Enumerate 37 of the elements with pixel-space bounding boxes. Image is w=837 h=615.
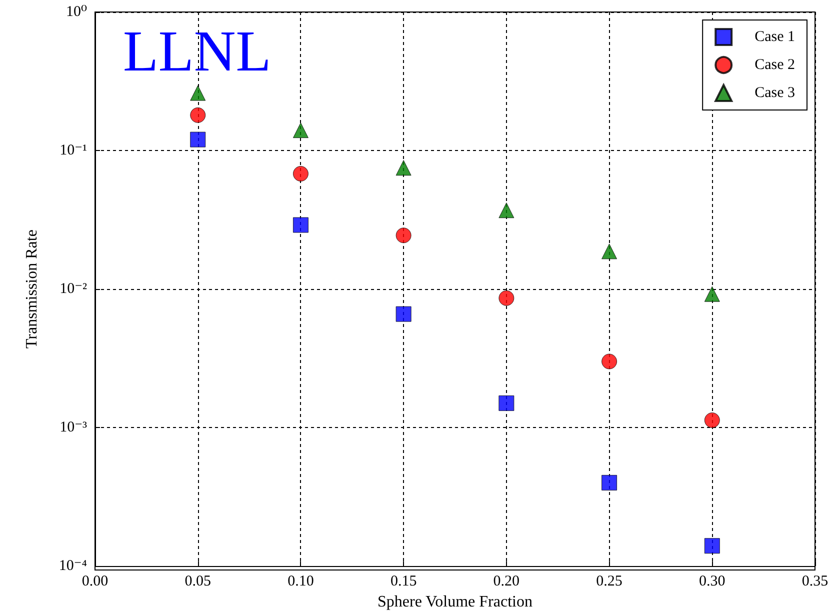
point (396, 228, 412, 244)
point (292, 217, 308, 233)
point (704, 286, 720, 302)
point (396, 160, 412, 176)
point (190, 132, 206, 148)
y-tick-label: 10⁻¹ (60, 142, 87, 159)
x-tick-label: 0.15 (390, 574, 417, 590)
x-tick-label: 0.20 (493, 574, 520, 590)
y-tick-label: 10⁻³ (60, 420, 88, 436)
point (602, 244, 618, 260)
y-tick-label: 10⁻⁴ (58, 558, 87, 574)
point (498, 395, 514, 411)
point (704, 412, 720, 428)
point (190, 107, 206, 123)
point (498, 202, 514, 218)
x-axis-title: Sphere Volume Fraction (378, 594, 532, 610)
annotation: LLNL (123, 18, 272, 84)
legend-label: Case 3 (754, 85, 796, 101)
point (602, 474, 618, 490)
x-tick-label: 0.25 (596, 574, 622, 590)
y-tick-label: 10⁻² (60, 281, 88, 298)
point (292, 166, 308, 182)
point (498, 290, 514, 306)
x-tick-label: 0.30 (699, 574, 726, 590)
x-tick-label: 0.05 (184, 574, 211, 590)
point (602, 354, 618, 370)
point (190, 85, 206, 101)
y-axis-title: Transmission Rate (24, 230, 40, 349)
x-tick-label: 0.35 (802, 574, 828, 590)
legend-label: Case 1 (754, 29, 796, 45)
x-tick-label: 0.10 (288, 574, 314, 590)
point (704, 538, 720, 554)
x-tick-label: 0.00 (82, 574, 108, 590)
point (292, 122, 308, 138)
y-tick-label: 10⁰ (66, 4, 87, 20)
point (396, 306, 412, 322)
legend-label: Case 2 (754, 57, 796, 73)
